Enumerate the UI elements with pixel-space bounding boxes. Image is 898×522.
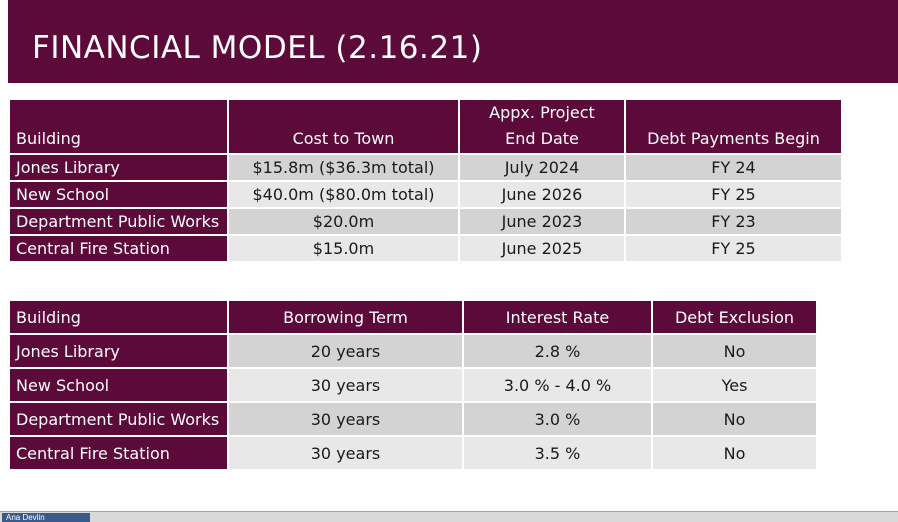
cell-debt-payments: FY 24	[626, 155, 841, 180]
project-cost-table: Building Cost to Town Appx. Project End …	[8, 98, 843, 263]
header-end-date-line1: Appx. Project	[489, 103, 595, 122]
row-building: Jones Library	[10, 335, 227, 367]
header-cost-to-town: Cost to Town	[229, 100, 458, 153]
cell-exclusion: No	[653, 437, 816, 469]
taskbar: Ana Devlin	[0, 511, 898, 522]
table-row: Department Public Works $20.0m June 2023…	[10, 209, 841, 234]
cell-exclusion: Yes	[653, 369, 816, 401]
header-borrowing-term: Borrowing Term	[229, 301, 462, 333]
cell-cost: $15.8m ($36.3m total)	[229, 155, 458, 180]
table-row: Jones Library $15.8m ($36.3m total) July…	[10, 155, 841, 180]
cell-rate: 2.8 %	[464, 335, 651, 367]
cell-cost: $15.0m	[229, 236, 458, 261]
cell-end-date: June 2023	[460, 209, 624, 234]
cell-rate: 3.5 %	[464, 437, 651, 469]
slide-title: FINANCIAL MODEL (2.16.21)	[32, 30, 483, 66]
cell-term: 30 years	[229, 369, 462, 401]
cell-term: 20 years	[229, 335, 462, 367]
borrowing-terms-table: Building Borrowing Term Interest Rate De…	[8, 299, 818, 471]
cell-term: 30 years	[229, 437, 462, 469]
header-interest-rate: Interest Rate	[464, 301, 651, 333]
table-row: New School 30 years 3.0 % - 4.0 % Yes	[10, 369, 816, 401]
header-building: Building	[10, 301, 227, 333]
table-row: Central Fire Station $15.0m June 2025 FY…	[10, 236, 841, 261]
row-building: New School	[10, 369, 227, 401]
cell-end-date: June 2026	[460, 182, 624, 207]
table-row: Department Public Works 30 years 3.0 % N…	[10, 403, 816, 435]
row-building: Jones Library	[10, 155, 227, 180]
cell-exclusion: No	[653, 335, 816, 367]
cell-cost: $20.0m	[229, 209, 458, 234]
row-building: New School	[10, 182, 227, 207]
taskbar-item[interactable]: Ana Devlin	[2, 513, 90, 522]
header-debt-payments-begin: Debt Payments Begin	[626, 100, 841, 153]
row-building: Department Public Works	[10, 209, 227, 234]
table-header-row: Building Borrowing Term Interest Rate De…	[10, 301, 816, 333]
cell-end-date: July 2024	[460, 155, 624, 180]
cell-cost: $40.0m ($80.0m total)	[229, 182, 458, 207]
table-row: Jones Library 20 years 2.8 % No	[10, 335, 816, 367]
row-building: Department Public Works	[10, 403, 227, 435]
header-end-date-line2: End Date	[505, 129, 579, 148]
cell-debt-payments: FY 25	[626, 236, 841, 261]
title-bar: FINANCIAL MODEL (2.16.21)	[8, 0, 898, 83]
cell-rate: 3.0 % - 4.0 %	[464, 369, 651, 401]
cell-exclusion: No	[653, 403, 816, 435]
header-debt-exclusion: Debt Exclusion	[653, 301, 816, 333]
table-row: Central Fire Station 30 years 3.5 % No	[10, 437, 816, 469]
header-end-date: Appx. Project End Date	[460, 100, 624, 153]
table-row: New School $40.0m ($80.0m total) June 20…	[10, 182, 841, 207]
cell-end-date: June 2025	[460, 236, 624, 261]
header-building: Building	[10, 100, 227, 153]
cell-debt-payments: FY 23	[626, 209, 841, 234]
row-building: Central Fire Station	[10, 437, 227, 469]
cell-rate: 3.0 %	[464, 403, 651, 435]
cell-debt-payments: FY 25	[626, 182, 841, 207]
table-header-row: Building Cost to Town Appx. Project End …	[10, 100, 841, 153]
cell-term: 30 years	[229, 403, 462, 435]
row-building: Central Fire Station	[10, 236, 227, 261]
